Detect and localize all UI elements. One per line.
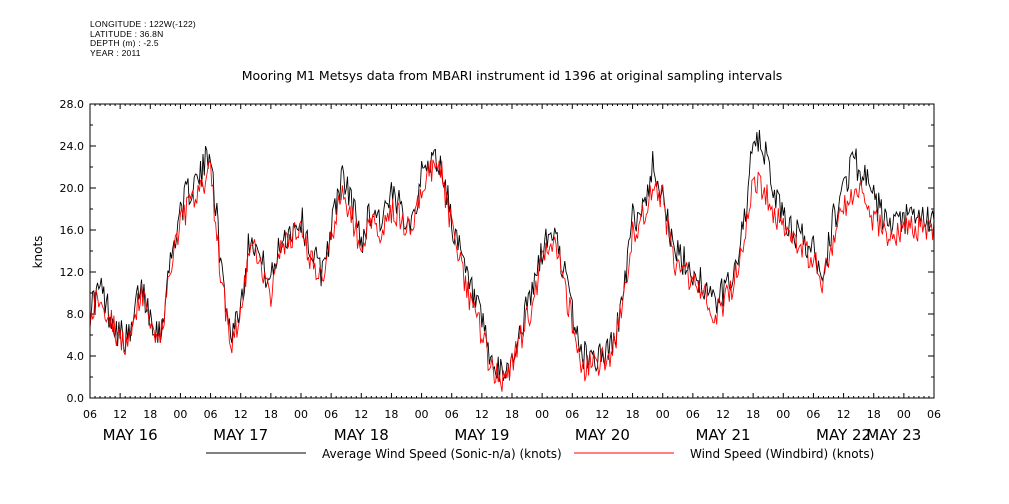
x-tick-label: 18 — [867, 408, 881, 421]
x-tick-label: 00 — [173, 408, 187, 421]
x-tick-label: 00 — [656, 408, 670, 421]
x-tick-label: 12 — [354, 408, 368, 421]
chart-title: Mooring M1 Metsys data from MBARI instru… — [242, 68, 783, 83]
x-tick-label: 12 — [113, 408, 127, 421]
x-tick-label: 18 — [264, 408, 278, 421]
x-tick-label: 06 — [83, 408, 97, 421]
x-date-label: MAY 18 — [334, 426, 389, 444]
series-layer — [89, 129, 935, 392]
longitude-label: LONGITUDE : 122W(-122) — [90, 19, 196, 29]
x-axis: 06 12 18 00 06 12 18 00 06 12 18 00 06 12 18 00 06 12 18 00… — [83, 104, 941, 444]
x-tick-label: 00 — [897, 408, 911, 421]
x-date-label: MAY 23 — [866, 426, 921, 444]
station-metadata: LONGITUDE : 122W(-122) LATITUDE : 36.8N … — [90, 19, 196, 58]
y-tick-label: 8.0 — [67, 308, 85, 321]
x-tick-label: 12 — [837, 408, 851, 421]
y-tick-label: 0.0 — [67, 392, 85, 405]
x-tick-label: 18 — [384, 408, 398, 421]
x-tick-label: 00 — [776, 408, 790, 421]
x-tick-label: 06 — [927, 408, 941, 421]
x-tick-label: 12 — [716, 408, 730, 421]
x-tick-label: 06 — [565, 408, 579, 421]
x-date-label: MAY 20 — [575, 426, 630, 444]
legend: Average Wind Speed (Sonic-n/a) (knots) Wi… — [206, 447, 874, 461]
x-date-label: MAY 16 — [103, 426, 158, 444]
x-tick-label: 06 — [204, 408, 218, 421]
x-date-label: MAY 19 — [454, 426, 509, 444]
x-tick-label: 00 — [294, 408, 308, 421]
legend-label: Average Wind Speed (Sonic-n/a) (knots) — [322, 447, 562, 461]
depth-label: DEPTH (m) : -2.5 — [90, 38, 159, 48]
y-tick-label: 4.0 — [67, 350, 85, 363]
x-tick-label: 18 — [626, 408, 640, 421]
x-date-label: MAY 17 — [213, 426, 268, 444]
x-tick-label: 18 — [505, 408, 519, 421]
x-tick-label: 06 — [686, 408, 700, 421]
x-tick-label: 12 — [234, 408, 248, 421]
y-tick-label: 12.0 — [60, 266, 85, 279]
series-line — [89, 159, 935, 392]
y-axis-label: knots — [31, 236, 45, 269]
x-tick-label: 06 — [445, 408, 459, 421]
legend-label: Wind Speed (Windbird) (knots) — [690, 447, 874, 461]
x-tick-label: 00 — [415, 408, 429, 421]
x-tick-label: 18 — [746, 408, 760, 421]
x-tick-label: 00 — [535, 408, 549, 421]
y-tick-label: 24.0 — [60, 140, 85, 153]
y-tick-label: 20.0 — [60, 182, 85, 195]
x-tick-label: 18 — [143, 408, 157, 421]
x-tick-label: 12 — [475, 408, 489, 421]
y-tick-label: 28.0 — [60, 98, 85, 111]
latitude-label: LATITUDE : 36.8N — [90, 28, 164, 39]
x-tick-label: 06 — [324, 408, 338, 421]
x-tick-label: 12 — [595, 408, 609, 421]
plot-frame — [89, 103, 935, 399]
year-label: YEAR : 2011 — [90, 47, 141, 58]
x-date-label: MAY 22 — [816, 426, 871, 444]
x-date-label: MAY 21 — [695, 426, 750, 444]
x-tick-label: 06 — [806, 408, 820, 421]
y-tick-label: 16.0 — [60, 224, 85, 237]
